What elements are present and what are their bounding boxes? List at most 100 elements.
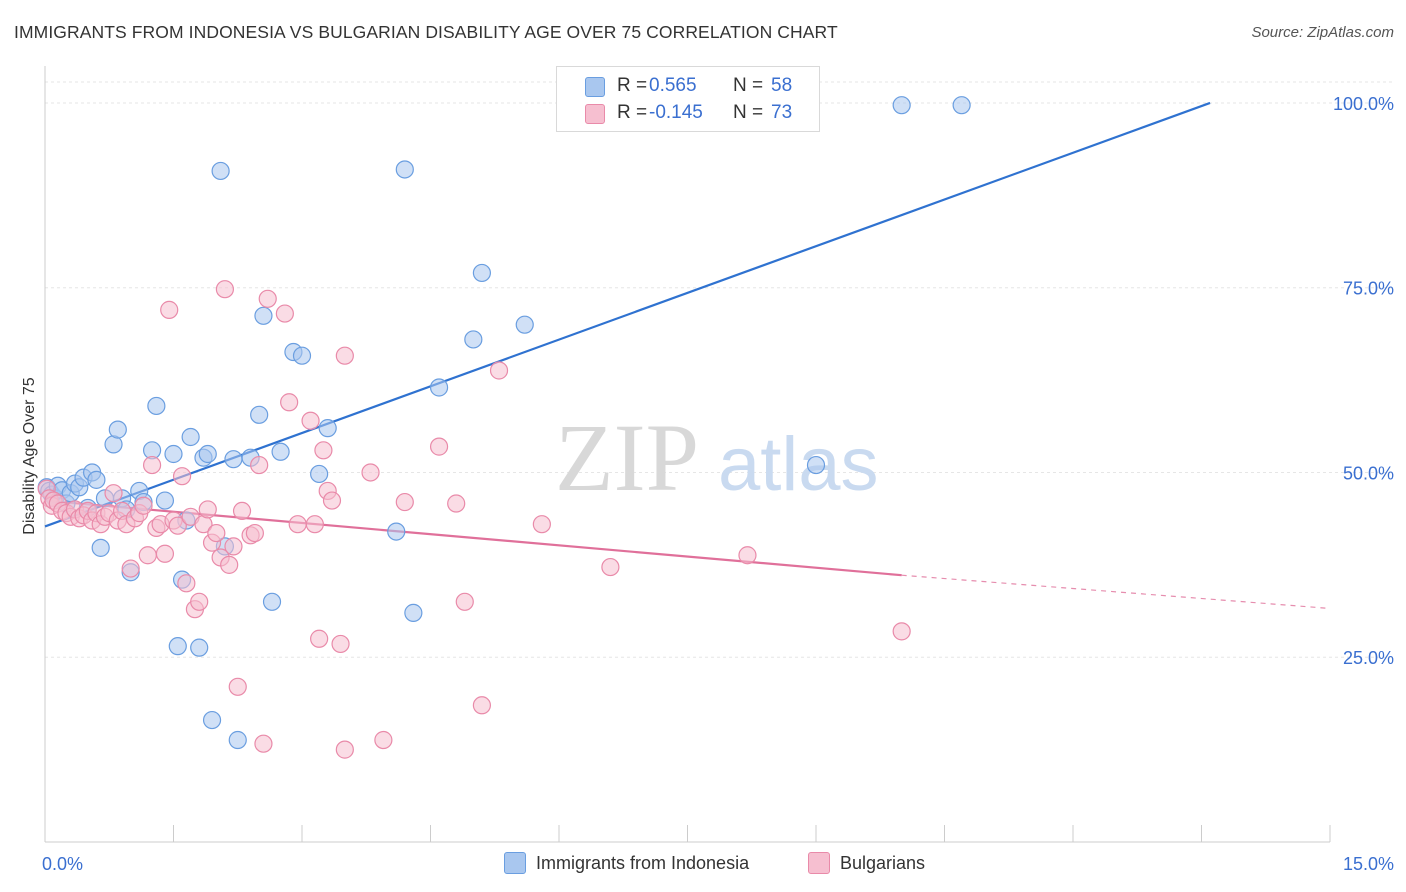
source-credit: Source: ZipAtlas.com (1251, 24, 1394, 41)
x-tick-label-min: 0.0% (42, 854, 83, 874)
point-bulgarian (245, 523, 264, 543)
legend-n-label: N = (733, 102, 764, 123)
trend-line-bulgarians-extension (901, 574, 1331, 610)
point-bulgarian (280, 393, 299, 412)
point-indonesia (91, 538, 110, 557)
point-bulgarian (160, 300, 179, 319)
point-bulgarian (254, 734, 273, 753)
point-bulgarian (892, 622, 911, 641)
point-indonesia (464, 330, 483, 349)
point-bulgarian (224, 537, 243, 556)
point-bulgarian (489, 361, 509, 380)
trend-lines (44, 101, 1331, 610)
point-bulgarian (121, 559, 140, 578)
grid-lines (45, 81, 1392, 658)
point-indonesia (211, 161, 230, 181)
point-indonesia (228, 730, 247, 750)
legend-swatch-pink (585, 104, 605, 124)
chart-title: IMMIGRANTS FROM INDONESIA VS BULGARIAN D… (14, 22, 838, 42)
point-bulgarian (104, 484, 123, 503)
tick-labels: 25.0% 50.0% 75.0% 100.0% 0.0% 15.0% (42, 94, 1394, 874)
point-indonesia (168, 637, 187, 656)
point-indonesia (87, 470, 106, 489)
x-tick-label-max: 15.0% (1343, 854, 1394, 874)
point-bulgarian (198, 500, 217, 519)
point-bulgarian (155, 544, 175, 563)
point-bulgarian (738, 546, 757, 565)
point-indonesia (224, 450, 243, 469)
point-bulgarian (305, 515, 324, 534)
point-bulgarian (258, 289, 277, 308)
legend-n-value: 73 (771, 102, 793, 123)
point-bulgarian (250, 455, 269, 475)
point-indonesia (198, 444, 217, 464)
point-bulgarian (138, 546, 157, 565)
legend-row-bulgarians: R = -0.145 N = 73 (557, 102, 819, 126)
point-bulgarian (134, 496, 153, 515)
point-bulgarian (215, 280, 234, 299)
legend-r-label: R = (617, 102, 648, 123)
point-bulgarian (142, 455, 162, 475)
point-indonesia (202, 710, 222, 730)
point-bulgarian (361, 463, 380, 482)
point-indonesia (155, 491, 175, 510)
point-indonesia (310, 464, 329, 484)
point-bulgarian (374, 730, 393, 750)
point-indonesia (892, 96, 911, 115)
point-bulgarian (532, 515, 551, 534)
point-bulgarian (455, 592, 474, 611)
point-indonesia (472, 263, 491, 283)
point-indonesia (395, 160, 414, 179)
point-bulgarian (429, 437, 449, 456)
stats-legend: R = 0.565 N = 58 R = -0.145 N = 73 (556, 66, 820, 132)
point-bulgarian (220, 555, 239, 574)
y-tick-label: 75.0% (1343, 279, 1394, 299)
point-bulgarian (301, 411, 320, 430)
legend-r-label: R = (617, 75, 648, 96)
point-bulgarian (288, 515, 307, 534)
point-bulgarian (172, 467, 192, 486)
point-indonesia (429, 378, 449, 397)
point-indonesia (262, 592, 282, 611)
point-indonesia (147, 396, 166, 416)
point-bulgarian (275, 304, 294, 323)
point-bulgarian (335, 346, 354, 365)
point-indonesia (806, 455, 826, 475)
legend-row-indonesia: R = 0.565 N = 58 (557, 75, 819, 99)
axes (44, 66, 1331, 843)
point-indonesia (952, 96, 971, 115)
point-bulgarian (232, 501, 252, 521)
series-bulgarians-points (37, 280, 911, 759)
point-bulgarian (207, 523, 226, 543)
point-bulgarian (310, 629, 329, 648)
legend-r-value: -0.145 (649, 102, 703, 123)
legend-n-value: 58 (771, 75, 793, 96)
y-tick-label: 100.0% (1333, 94, 1394, 114)
series-indonesia-points (37, 96, 971, 750)
point-indonesia (108, 420, 127, 439)
point-indonesia (292, 346, 312, 365)
point-bulgarian (168, 516, 187, 535)
point-indonesia (190, 638, 209, 657)
point-bulgarian (601, 557, 620, 577)
bottom-legend-swatch-pink (808, 852, 830, 874)
point-indonesia (318, 419, 337, 438)
point-indonesia (404, 603, 423, 622)
point-bulgarian (447, 494, 466, 513)
watermark: ZIP atlas (555, 404, 879, 511)
point-bulgarian (472, 696, 491, 715)
point-indonesia (515, 315, 534, 334)
point-bulgarian (335, 740, 354, 759)
y-tick-label: 25.0% (1343, 648, 1394, 668)
bottom-legend-label: Immigrants from Indonesia (536, 853, 750, 873)
point-indonesia (164, 444, 183, 464)
point-bulgarian (228, 677, 247, 696)
point-bulgarian (314, 441, 333, 460)
watermark-atlas: atlas (718, 422, 879, 507)
point-indonesia (387, 522, 406, 541)
point-bulgarian (331, 634, 350, 654)
point-bulgarian (190, 592, 209, 611)
legend-swatch-blue (585, 77, 605, 97)
point-indonesia (181, 427, 200, 447)
